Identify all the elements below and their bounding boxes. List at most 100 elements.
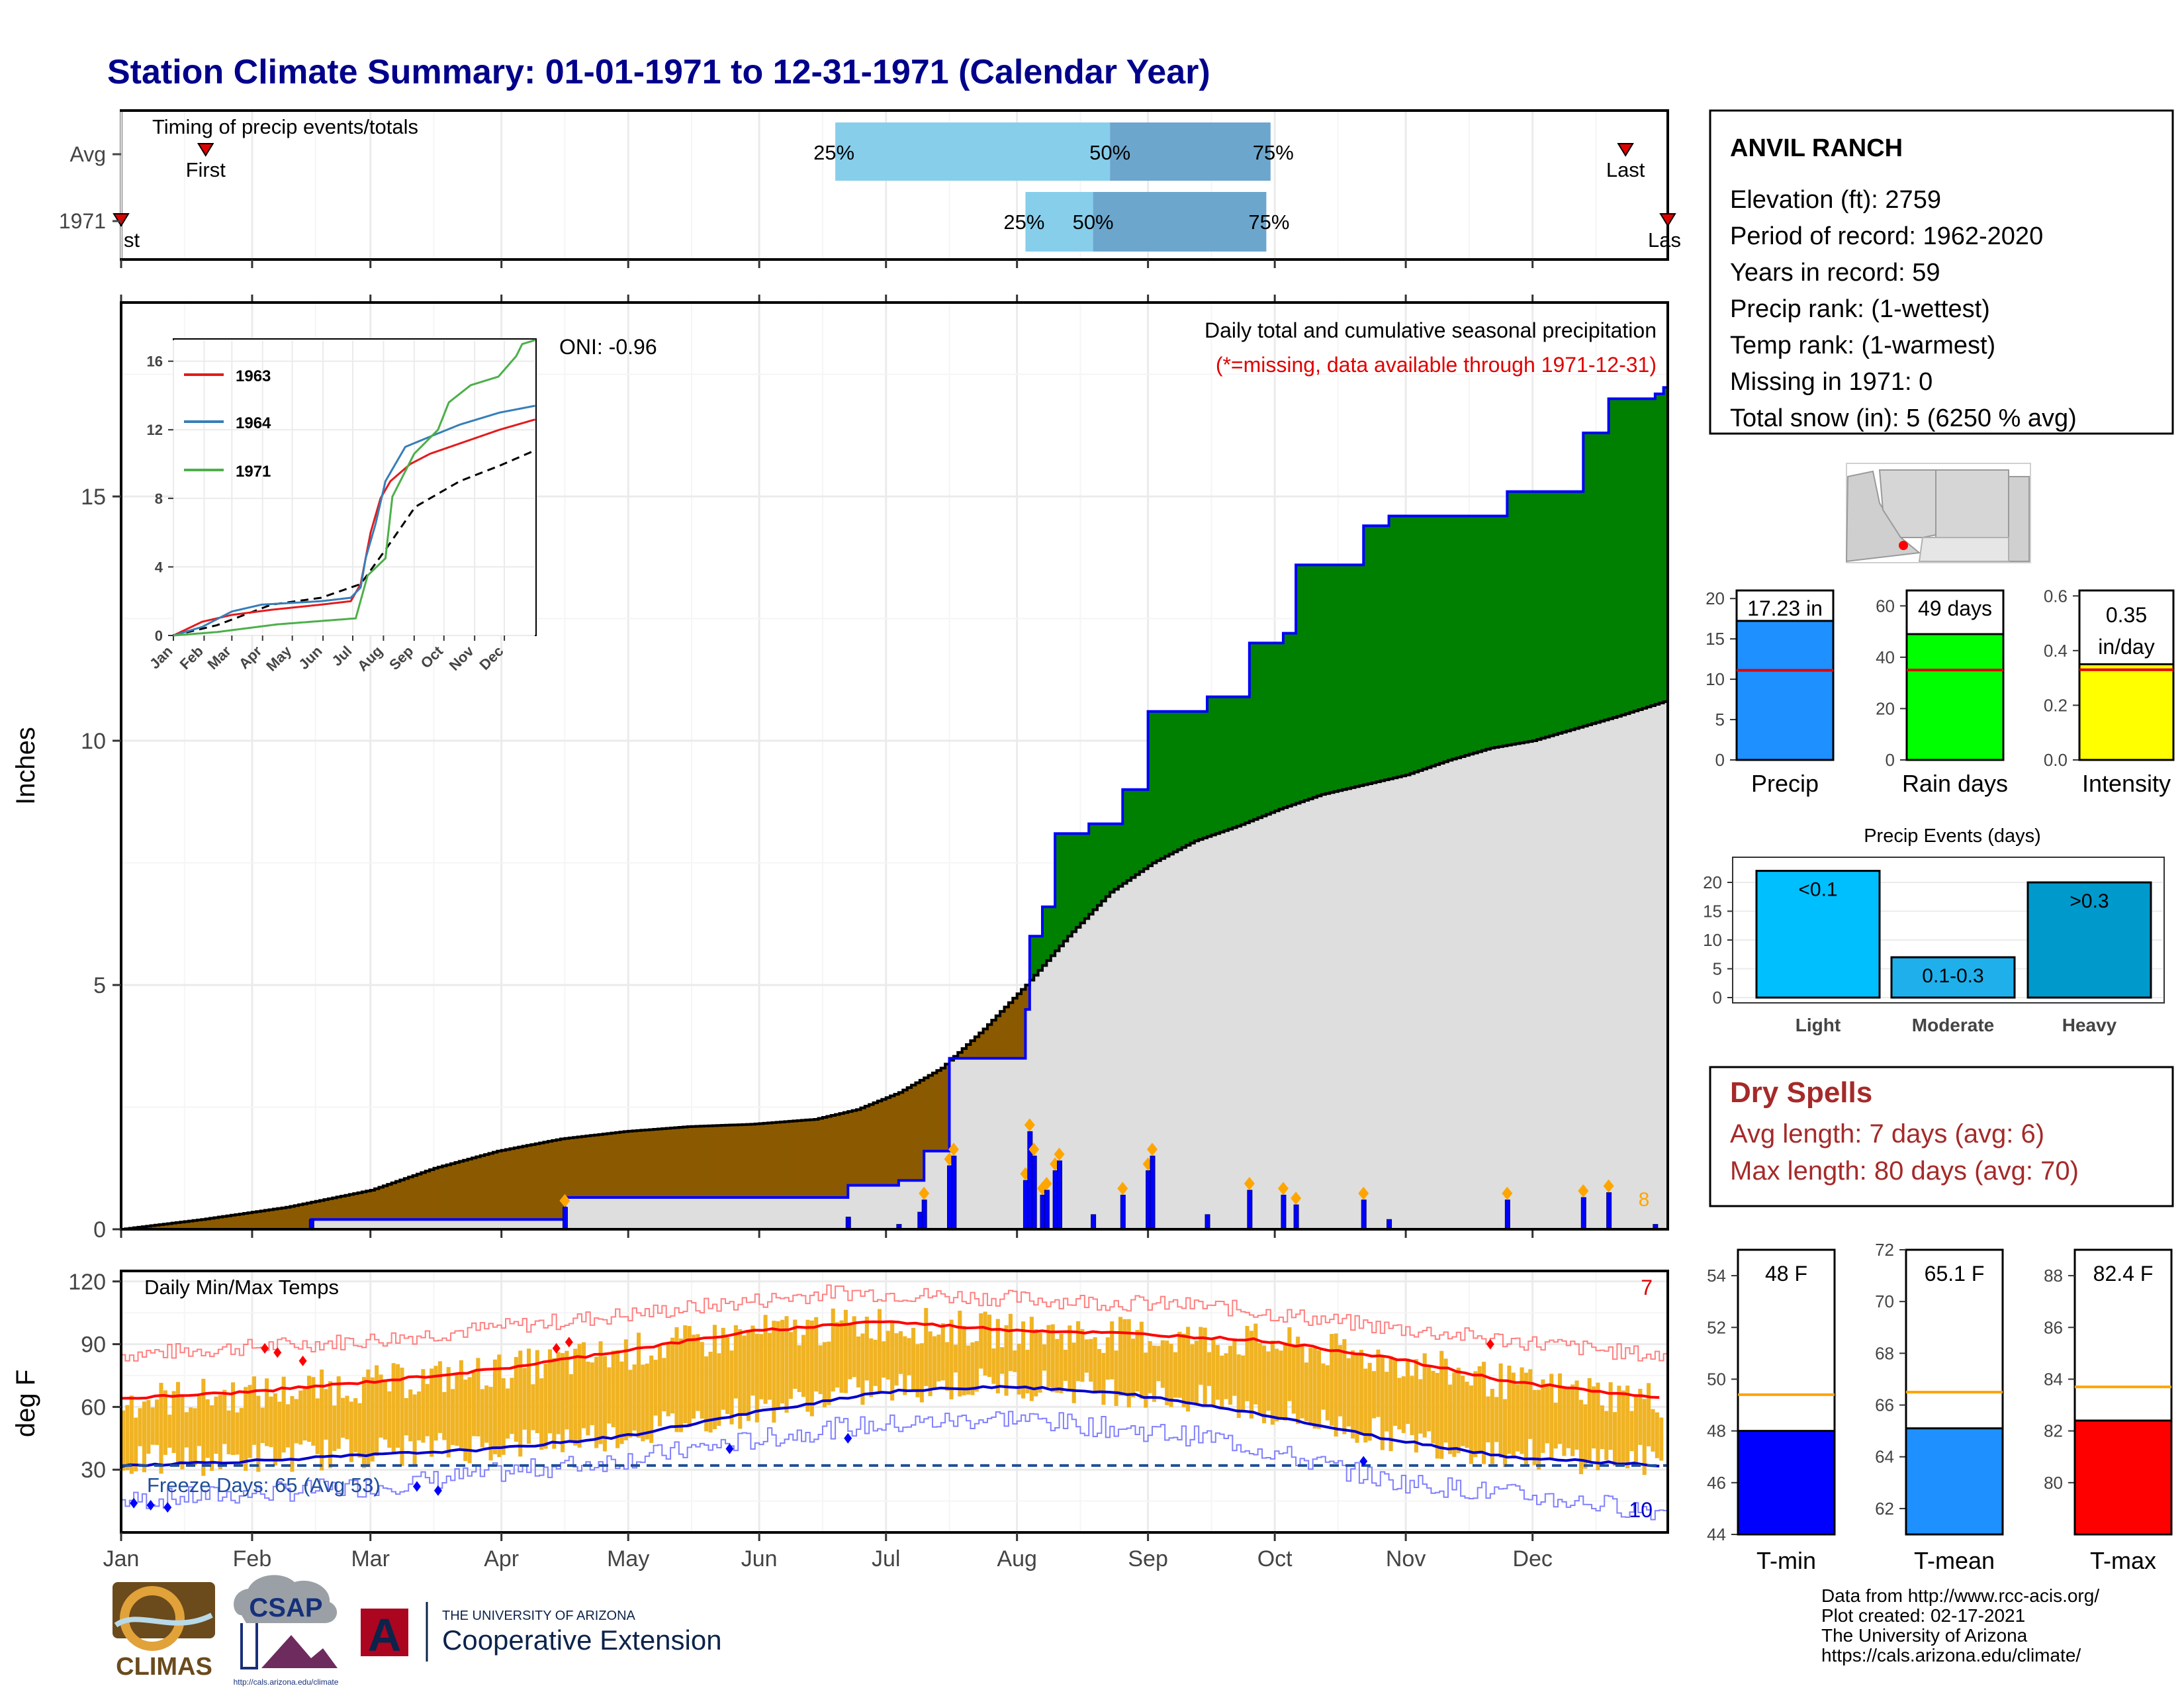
record-low-marker — [130, 1497, 138, 1509]
daily-temp-bar — [797, 1345, 801, 1392]
daily-temp-bar — [451, 1389, 455, 1445]
events-y-label: 20 — [1703, 872, 1722, 892]
daily-temp-bar — [974, 1340, 979, 1392]
surplus-bar — [1655, 394, 1660, 704]
daily-precip-bars — [308, 1118, 1659, 1230]
surplus-bar — [1608, 399, 1614, 719]
daily-temp-bar — [873, 1339, 878, 1386]
deficit-bar — [784, 1121, 790, 1198]
daily-temp-bar — [1165, 1340, 1169, 1405]
daily-temp-bar — [1308, 1348, 1313, 1425]
deficit-bar — [814, 1119, 819, 1198]
timing-bar-50-75 — [1110, 122, 1271, 181]
events-y-label: 0 — [1713, 988, 1722, 1008]
surplus-bar — [1520, 491, 1525, 743]
daily-temp-bar — [1511, 1372, 1516, 1459]
deficit-bar — [345, 1195, 350, 1220]
daily-temp-bar — [455, 1374, 459, 1446]
daily-temp-bar — [336, 1376, 341, 1449]
deficit-bar — [286, 1207, 291, 1229]
daily-temp-bar — [1025, 1350, 1030, 1393]
deficit-bar — [184, 1221, 189, 1229]
month-label: Feb — [233, 1546, 272, 1571]
daily-temp-bar — [218, 1395, 222, 1470]
temp-bar — [1737, 1430, 1836, 1536]
record-high-marker — [298, 1355, 307, 1366]
deficit-bar — [637, 1130, 641, 1198]
daily-temp-bar — [818, 1345, 823, 1394]
daily-temp-bar — [1207, 1352, 1212, 1386]
daily-temp-bar — [1304, 1362, 1308, 1421]
daily-temp-bar — [1524, 1372, 1528, 1466]
daily-temp-bar — [949, 1319, 954, 1399]
daily-temp-bar — [1385, 1372, 1389, 1432]
surplus-bar — [1621, 399, 1626, 716]
deficit-bar — [831, 1115, 836, 1198]
daily-temp-bar — [1537, 1389, 1541, 1470]
daily-temp-bar — [1482, 1362, 1486, 1464]
surplus-bar — [1262, 643, 1267, 816]
daily-temp-bar — [1355, 1352, 1359, 1443]
daily-temp-bar — [1038, 1333, 1042, 1393]
daily-precip-bar — [1031, 1155, 1037, 1230]
dry-spells: Dry Spells Avg length: 7 days (avg: 6) M… — [1709, 1066, 2174, 1207]
summary-label: Precip — [1751, 770, 1819, 797]
extreme-precip-marker — [1502, 1186, 1513, 1200]
deficit-bar — [725, 1125, 731, 1198]
inset-y-label: 8 — [155, 491, 163, 507]
temp-summary-bars: 44 46 48 50 52 54 48 F T-min 62 64 66 68 70 72 65.1 F T… — [1707, 1240, 2173, 1574]
daily-temp-bar — [924, 1307, 929, 1386]
summary-y-label: 0.4 — [2044, 641, 2068, 661]
daily-temp-bar — [945, 1342, 950, 1391]
surplus-bar — [1461, 516, 1466, 757]
daily-temp-bar — [653, 1360, 658, 1416]
deficit-bar — [167, 1223, 173, 1229]
surplus-bar — [1228, 696, 1233, 829]
inset-avg-line — [173, 449, 536, 637]
daily-temp-bar — [1266, 1351, 1271, 1411]
csap-logo-text: CSAP — [249, 1593, 322, 1622]
surplus-bar — [1181, 711, 1187, 848]
surplus-bar — [1574, 491, 1580, 729]
surplus-bar — [1059, 833, 1064, 946]
daily-temp-bar — [987, 1315, 992, 1378]
temp-bar — [1905, 1427, 2004, 1536]
surplus-bar — [1038, 936, 1043, 970]
inset-legend: 1963 1964 1971 — [184, 367, 271, 481]
precip-panel: 0 5 10 15 Inches Daily total and cumulative… — [11, 295, 1669, 1243]
daily-temp-bar — [142, 1401, 146, 1473]
extreme-precip-marker — [1291, 1192, 1302, 1205]
record-high-marker — [552, 1342, 561, 1354]
daily-temp-bar — [1325, 1365, 1330, 1421]
deficit-bar — [226, 1215, 232, 1229]
deficit-bar — [518, 1147, 523, 1220]
daily-temp-bar — [692, 1335, 696, 1419]
deficit-bar — [290, 1206, 295, 1229]
surplus-bar — [1266, 643, 1271, 815]
month-label: Mar — [351, 1546, 390, 1571]
surplus-bar — [1177, 711, 1183, 850]
daily-temp-bar — [1414, 1359, 1418, 1453]
daily-temp-bar — [623, 1339, 628, 1440]
daily-temp-bar — [514, 1356, 518, 1442]
daily-temp-bar — [1152, 1345, 1157, 1402]
daily-temp-bar — [577, 1344, 582, 1448]
deficit-bar — [751, 1124, 756, 1198]
events-y-label: 5 — [1713, 959, 1722, 979]
daily-temp-bar — [1574, 1380, 1579, 1450]
surplus-bar — [1346, 565, 1351, 789]
daily-temp-bar — [298, 1390, 303, 1445]
daily-temp-bar — [383, 1381, 387, 1440]
surplus-bar — [1511, 491, 1516, 745]
surplus-bar — [1076, 833, 1081, 927]
precip-y-tick-label: 15 — [81, 485, 106, 510]
daily-temp-bar — [1034, 1329, 1038, 1397]
daily-temp-bar — [1330, 1334, 1334, 1426]
summary-value: 0.35 — [2106, 603, 2147, 627]
surplus-bar — [1029, 936, 1034, 980]
daily-temp-bar — [488, 1387, 493, 1461]
surplus-bar — [1211, 696, 1216, 835]
daily-temp-bar — [615, 1350, 620, 1448]
daily-temp-bar — [747, 1331, 751, 1421]
daily-temp-bar — [1502, 1399, 1508, 1468]
